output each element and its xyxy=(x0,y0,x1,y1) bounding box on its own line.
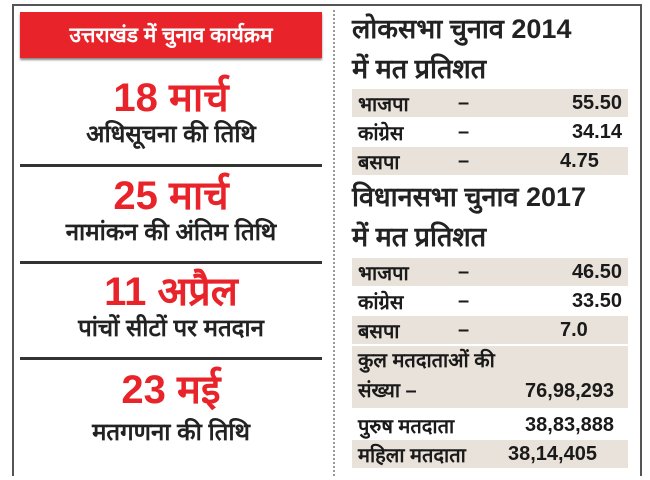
ls2014-row: बसपा – 4.75 xyxy=(352,147,628,175)
male-voters-value: 38,83,888 xyxy=(525,413,614,436)
dash: – xyxy=(458,318,470,341)
dash: – xyxy=(458,289,470,312)
party: कांग्रेस xyxy=(358,291,404,314)
vote-percent: 33.50 xyxy=(571,289,622,312)
female-voters-label: महिला मतदाता xyxy=(358,444,466,467)
ls2014-subtitle: में मत प्रतिशत xyxy=(352,54,487,84)
dash: – xyxy=(458,91,470,114)
party: कांग्रेस xyxy=(358,122,404,145)
schedule-item: 11 अप्रैल पांचों सीटों पर मतदान xyxy=(20,270,322,344)
total-voters-label: कुल मतदाताओं की xyxy=(358,350,495,372)
schedule-label: नामांकन की अंतिम तिथि xyxy=(65,219,277,246)
total-voters-value: 76,98,293 xyxy=(525,380,614,402)
vs2017-subtitle: में मत प्रतिशत xyxy=(352,222,487,252)
schedule-label: पांचों सीटों पर मतदान xyxy=(78,315,264,342)
ls2014-row: कांग्रेस – 34.14 xyxy=(352,118,628,146)
schedule-label: मतगणना की तिथि xyxy=(92,419,250,446)
ls2014-title: लोकसभा चुनाव 2014 xyxy=(352,14,572,44)
vs2017-row: भाजपा – 46.50 xyxy=(352,258,628,286)
schedule-label: अधिसूचना की तिथि xyxy=(86,121,256,148)
total-voters-label2: संख्या – xyxy=(358,380,417,402)
schedule-date: 25 मार्च xyxy=(113,174,229,218)
schedule-header: उत्तराखंड में चुनाव कार्यक्रम xyxy=(20,12,322,58)
vs2017-title: विधानसभा चुनाव 2017 xyxy=(352,182,587,212)
vote-percent: 4.75 xyxy=(560,149,599,172)
female-voters-value: 38,14,405 xyxy=(508,442,597,465)
schedule-date: 18 मार्च xyxy=(113,76,229,120)
vote-percent: 46.50 xyxy=(571,260,622,283)
column-divider xyxy=(333,10,335,476)
female-voters: महिला मतदाता 38,14,405 xyxy=(352,440,628,468)
schedule-item: 23 मई मतगणना की तिथि xyxy=(20,368,322,448)
vote-percent: 55.50 xyxy=(571,91,622,114)
male-voters-label: पुरुष मतदाता xyxy=(358,415,455,438)
vs2017-row: बसपा – 7.0 xyxy=(352,316,628,344)
schedule-item: 18 मार्च अधिसूचना की तिथि xyxy=(20,76,322,150)
vote-percent: 7.0 xyxy=(560,318,588,341)
male-voters: पुरुष मतदाता 38,83,888 xyxy=(352,411,628,439)
dash: – xyxy=(458,149,470,172)
total-voters: कुल मतदाताओं की संख्या – 76,98,293 xyxy=(352,346,628,408)
party: भाजपा xyxy=(358,93,409,116)
schedule-date: 11 अप्रैल xyxy=(104,270,238,314)
dash: – xyxy=(458,120,470,143)
party: भाजपा xyxy=(358,262,409,285)
divider-line xyxy=(20,261,322,264)
vote-percent: 34.14 xyxy=(571,120,622,143)
schedule-item: 25 मार्च नामांकन की अंतिम तिथि xyxy=(20,174,322,248)
dash: – xyxy=(458,260,470,283)
party: बसपा xyxy=(358,151,400,174)
vs2017-row: कांग्रेस – 33.50 xyxy=(352,287,628,315)
infographic-frame xyxy=(12,4,642,476)
schedule-date: 23 मई xyxy=(121,368,221,412)
divider-line xyxy=(20,357,322,360)
ls2014-row: भाजपा – 55.50 xyxy=(352,89,628,117)
party: बसपा xyxy=(358,320,400,343)
divider-line xyxy=(20,164,322,167)
